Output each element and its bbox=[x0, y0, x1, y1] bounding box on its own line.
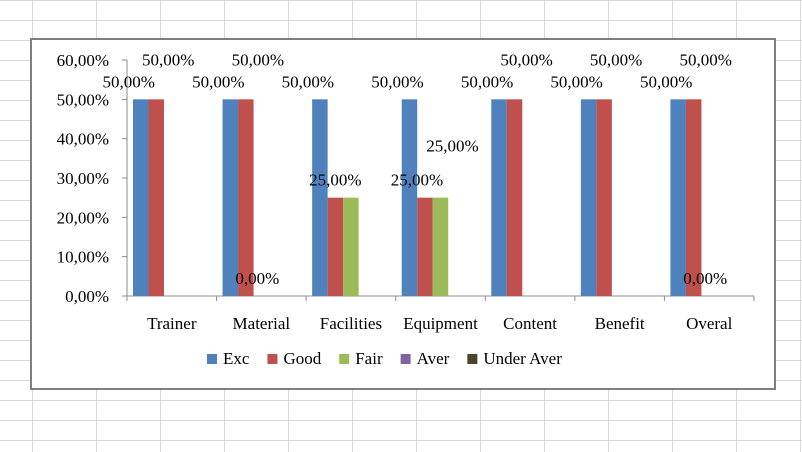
data-label: 50,00% bbox=[371, 72, 423, 91]
x-category-label: Trainer bbox=[147, 314, 197, 333]
bar-good[interactable] bbox=[327, 197, 344, 296]
legend-swatch bbox=[267, 354, 278, 364]
x-category-label: Overal bbox=[686, 314, 733, 333]
bar-chart: 0,00% 10,00% 20,00% 30,00% 40,00% 50,00% 60,00… bbox=[57, 50, 755, 368]
x-category-label: Equipment bbox=[403, 314, 478, 333]
bar-fair[interactable] bbox=[343, 197, 359, 296]
legend-item-good[interactable]: Good bbox=[267, 349, 322, 368]
legend-item-exc[interactable]: Exc bbox=[207, 349, 250, 368]
data-label: 50,00% bbox=[679, 50, 731, 69]
y-tick-label: 60,00% bbox=[57, 51, 109, 70]
x-category-label: Facilities bbox=[320, 314, 382, 333]
x-category-label: Material bbox=[233, 314, 291, 333]
y-tick-label: 40,00% bbox=[57, 130, 109, 149]
bar-fair[interactable] bbox=[432, 197, 449, 296]
data-label: 0,00% bbox=[683, 269, 727, 288]
bar-good[interactable] bbox=[685, 99, 702, 296]
legend-label: Fair bbox=[355, 349, 383, 368]
legend-label: Good bbox=[283, 349, 321, 368]
y-tick-label: 0,00% bbox=[65, 287, 109, 306]
data-label: 25,00% bbox=[391, 171, 443, 190]
data-label: 25,00% bbox=[309, 171, 361, 190]
bar-exc[interactable] bbox=[312, 99, 328, 296]
bar-good[interactable] bbox=[506, 99, 523, 296]
data-label: 50,00% bbox=[461, 72, 513, 91]
legend-item-aver[interactable]: Aver bbox=[400, 349, 450, 368]
bar-good[interactable] bbox=[238, 99, 254, 296]
x-category-label: Content bbox=[503, 314, 557, 333]
data-label: 50,00% bbox=[282, 72, 334, 91]
data-label: 50,00% bbox=[142, 50, 194, 69]
legend-swatch bbox=[339, 354, 350, 364]
bar-exc[interactable] bbox=[670, 99, 686, 296]
bar-good[interactable] bbox=[148, 99, 165, 296]
data-label: 50,00% bbox=[103, 72, 155, 91]
chart-area[interactable]: 0,00% 10,00% 20,00% 30,00% 40,00% 50,00% 60,00… bbox=[30, 38, 776, 390]
legend-swatch bbox=[207, 354, 217, 364]
legend-item-under-aver[interactable]: Under Aver bbox=[467, 349, 562, 368]
bar-good[interactable] bbox=[596, 99, 612, 296]
y-tick-label: 10,00% bbox=[57, 248, 109, 267]
bar-exc[interactable] bbox=[133, 99, 149, 296]
data-label: 50,00% bbox=[640, 72, 692, 91]
bar-exc[interactable] bbox=[580, 99, 597, 296]
data-label: 50,00% bbox=[590, 50, 642, 69]
legend-swatch bbox=[400, 354, 411, 364]
legend-item-fair[interactable]: Fair bbox=[339, 349, 383, 368]
data-label: 25,00% bbox=[426, 137, 478, 156]
bar-good[interactable] bbox=[417, 197, 433, 296]
data-label: 50,00% bbox=[500, 50, 552, 69]
y-tick-label: 20,00% bbox=[57, 208, 109, 227]
y-tick-label: 50,00% bbox=[57, 90, 109, 109]
legend-label: Under Aver bbox=[483, 349, 562, 368]
bar-exc[interactable] bbox=[401, 99, 418, 296]
legend-label: Exc bbox=[223, 349, 250, 368]
data-label: 50,00% bbox=[232, 50, 284, 69]
legend-swatch bbox=[467, 354, 478, 364]
legend-label: Aver bbox=[417, 349, 450, 368]
x-category-label: Benefit bbox=[595, 314, 645, 333]
data-label: 50,00% bbox=[550, 72, 602, 91]
bar-exc[interactable] bbox=[491, 99, 507, 296]
y-tick-label: 30,00% bbox=[57, 169, 109, 188]
data-label: 0,00% bbox=[235, 269, 279, 288]
bar-exc[interactable] bbox=[222, 99, 239, 296]
data-label: 50,00% bbox=[192, 72, 244, 91]
